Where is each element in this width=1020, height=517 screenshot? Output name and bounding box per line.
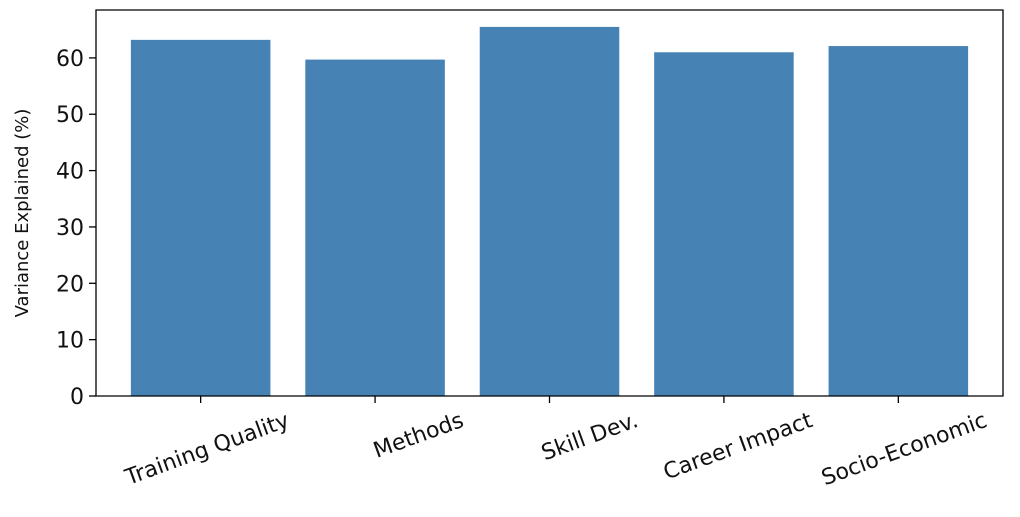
y-axis-ticks: 0 10 20 30 40 50 60 — [56, 47, 96, 410]
bar-career-impact — [654, 52, 794, 396]
bar-socio-economic — [828, 46, 969, 396]
y-tick-label: 60 — [56, 47, 84, 72]
y-tick-label: 40 — [56, 160, 84, 185]
y-axis-label: Variance Explained (%) — [12, 109, 33, 318]
x-tick-label: Socio-Economic — [818, 408, 990, 491]
x-tick-label: Training Quality — [121, 408, 293, 491]
y-tick-label: 50 — [56, 103, 84, 128]
y-tick-label: 30 — [56, 216, 84, 241]
y-tick-label: 0 — [70, 385, 84, 410]
bar-skill-dev — [479, 26, 620, 396]
x-tick-label: Skill Dev. — [538, 408, 641, 466]
x-axis-ticks: Training Quality Methods Skill Dev. Career … — [121, 396, 990, 491]
plot-frame — [95, 9, 1004, 397]
y-tick-label: 10 — [56, 329, 84, 354]
y-tick-label: 20 — [56, 272, 84, 297]
x-tick-label: Career Impact — [660, 408, 816, 485]
bar-training-quality — [130, 39, 271, 396]
x-tick-label: Methods — [370, 408, 467, 464]
bars-group — [130, 26, 969, 397]
bar-methods — [305, 59, 445, 397]
